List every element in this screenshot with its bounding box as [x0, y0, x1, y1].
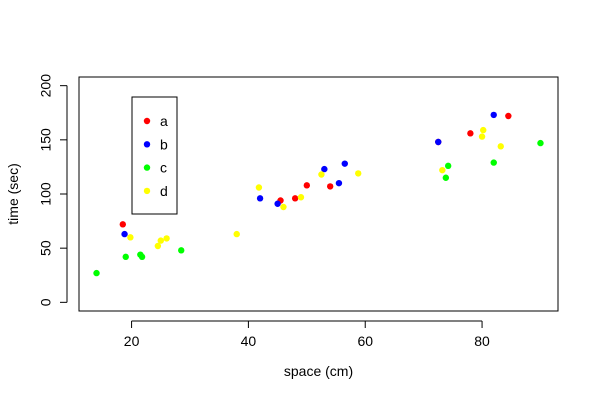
y-tick-label: 150 — [38, 128, 54, 152]
legend-marker-b — [143, 141, 151, 148]
data-point-d — [233, 230, 240, 238]
data-point-c — [93, 269, 100, 277]
y-axis-label: time (sec) — [5, 163, 21, 224]
data-point-b — [274, 200, 281, 207]
data-point-d — [157, 237, 164, 244]
data-point-c — [138, 253, 146, 261]
axes: 20 40 60 80 0 50 100 150 200 — [38, 74, 559, 349]
legend-label-a: a — [160, 113, 168, 129]
data-point-b — [435, 138, 442, 146]
data-point-c — [178, 247, 185, 254]
data-point-d — [497, 143, 504, 150]
data-point-d — [297, 194, 305, 201]
data-point-d — [280, 203, 287, 211]
data-point-c — [122, 253, 129, 261]
data-point-b — [335, 179, 343, 187]
data-point-d — [355, 170, 362, 177]
y-tick-label: 200 — [38, 74, 54, 98]
data-point-c — [490, 159, 497, 166]
data-point-b — [121, 230, 128, 238]
data-point-b — [256, 195, 264, 202]
data-point-a — [467, 130, 474, 137]
data-point-d — [318, 171, 325, 178]
data-point-d — [127, 234, 134, 241]
x-tick-label: 40 — [241, 333, 257, 349]
data-point-c — [537, 139, 544, 147]
y-tick-label: 0 — [38, 298, 54, 306]
data-point-c — [444, 162, 452, 170]
data-point-a — [291, 195, 299, 202]
legend-marker-d — [143, 187, 151, 195]
data-point-d — [163, 235, 170, 242]
legend-label-c: c — [160, 160, 167, 176]
data-points — [93, 111, 544, 277]
data-point-b — [321, 165, 328, 173]
data-point-a — [326, 183, 334, 190]
data-point-a — [303, 182, 311, 189]
legend-marker-c — [143, 164, 151, 171]
legend-marker-a — [143, 117, 151, 125]
y-tick-label: 100 — [38, 182, 54, 206]
y-tick-label: 50 — [38, 240, 54, 256]
plot-frame — [78, 76, 559, 312]
legend-box — [131, 96, 178, 215]
x-tick-label: 20 — [124, 333, 140, 349]
data-point-a — [505, 112, 512, 120]
data-point-c — [442, 174, 450, 181]
data-point-d — [480, 126, 487, 134]
x-axis-label: space (cm) — [284, 363, 353, 379]
data-point-d — [478, 133, 486, 140]
data-point-d — [439, 166, 446, 174]
data-point-b — [490, 111, 497, 119]
data-point-d — [255, 184, 263, 191]
data-point-d — [154, 242, 162, 250]
data-point-b — [341, 160, 348, 167]
x-tick-label: 60 — [357, 333, 373, 349]
legend-label-b: b — [160, 136, 168, 152]
data-point-a — [119, 221, 127, 228]
x-tick-label: 80 — [474, 333, 490, 349]
legend-label-d: d — [160, 183, 168, 199]
